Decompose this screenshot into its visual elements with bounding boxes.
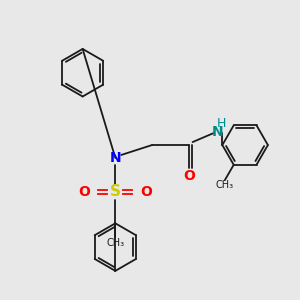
Text: H: H bbox=[217, 117, 226, 130]
Text: CH₃: CH₃ bbox=[106, 238, 124, 248]
Text: O: O bbox=[79, 184, 91, 199]
Text: S: S bbox=[110, 184, 121, 199]
Text: N: N bbox=[110, 151, 121, 165]
Text: CH₃: CH₃ bbox=[216, 180, 234, 190]
Text: O: O bbox=[184, 169, 196, 183]
Text: N: N bbox=[212, 125, 223, 139]
Text: O: O bbox=[140, 184, 152, 199]
